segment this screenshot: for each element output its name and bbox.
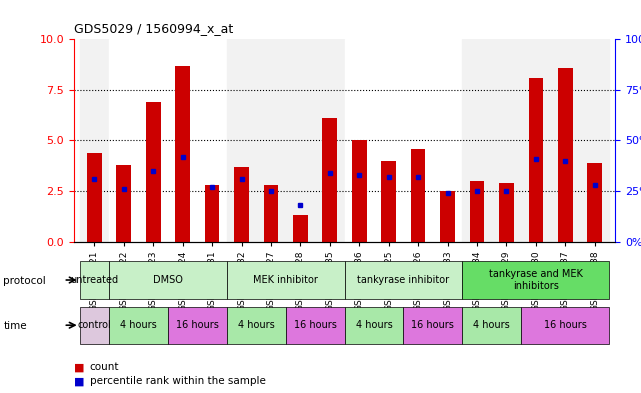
Bar (79, 307, 109, 344)
Text: ■: ■ (74, 376, 84, 386)
Bar (146, 102, 160, 242)
Bar (79, 39, 109, 242)
Text: 16 hours: 16 hours (412, 320, 454, 330)
Text: 4 hours: 4 hours (356, 320, 392, 330)
Bar (440, 191, 455, 242)
Text: ■: ■ (74, 362, 84, 373)
Bar (293, 215, 308, 242)
Bar (227, 307, 286, 344)
Bar (499, 183, 514, 242)
Text: DMSO: DMSO (153, 275, 183, 285)
Bar (345, 39, 462, 242)
Bar (263, 185, 278, 242)
Text: 4 hours: 4 hours (120, 320, 157, 330)
Text: 4 hours: 4 hours (473, 320, 510, 330)
Bar (204, 185, 219, 242)
Bar (109, 261, 227, 299)
Text: MEK inhibitor: MEK inhibitor (253, 275, 318, 285)
Bar (352, 140, 367, 242)
Bar (79, 261, 109, 299)
Text: 16 hours: 16 hours (176, 320, 219, 330)
Bar (345, 307, 403, 344)
Text: protocol: protocol (3, 276, 46, 286)
Bar (462, 39, 610, 242)
Bar (462, 307, 521, 344)
Bar (227, 39, 345, 242)
Bar (286, 307, 345, 344)
Bar (345, 261, 462, 299)
Text: count: count (90, 362, 119, 373)
Text: 4 hours: 4 hours (238, 320, 274, 330)
Text: time: time (3, 321, 27, 331)
Bar (322, 118, 337, 242)
Bar (558, 68, 572, 242)
Text: 16 hours: 16 hours (544, 320, 587, 330)
Text: GDS5029 / 1560994_x_at: GDS5029 / 1560994_x_at (74, 22, 233, 35)
Bar (117, 165, 131, 242)
Bar (529, 78, 543, 242)
Bar (521, 307, 610, 344)
Bar (462, 261, 610, 299)
Bar (175, 66, 190, 242)
Bar (109, 39, 227, 242)
Text: tankyrase and MEK
inhibitors: tankyrase and MEK inhibitors (489, 269, 583, 291)
Text: untreated: untreated (71, 275, 119, 285)
Bar (227, 261, 345, 299)
Bar (234, 167, 249, 242)
Text: 16 hours: 16 hours (294, 320, 337, 330)
Text: tankyrase inhibitor: tankyrase inhibitor (357, 275, 449, 285)
Text: control: control (78, 320, 111, 330)
Bar (411, 149, 426, 242)
Bar (168, 307, 227, 344)
Bar (470, 181, 485, 242)
Bar (403, 307, 462, 344)
Bar (587, 163, 602, 242)
Bar (87, 152, 102, 242)
Bar (381, 161, 396, 242)
Bar (109, 307, 168, 344)
Text: percentile rank within the sample: percentile rank within the sample (90, 376, 265, 386)
